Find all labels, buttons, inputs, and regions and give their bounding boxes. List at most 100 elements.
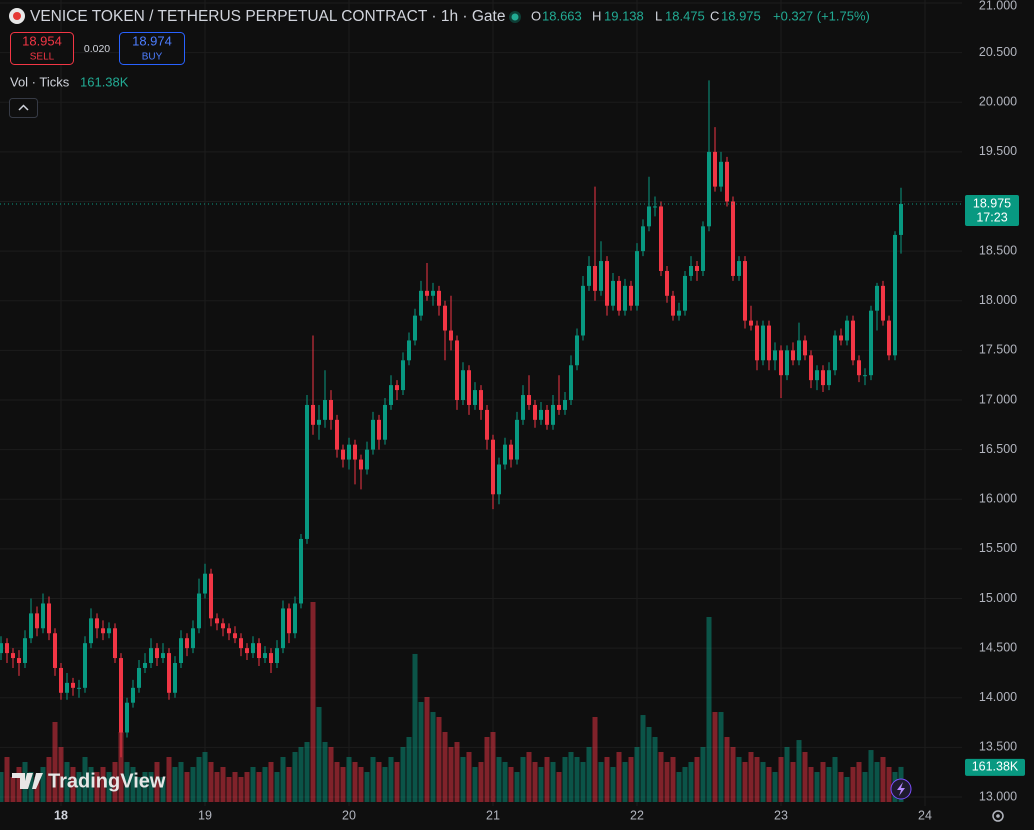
candle-body [731,201,735,276]
volume-bar [742,762,748,802]
candle-body [185,638,189,649]
watermark-logo [12,773,43,789]
sell-price: 18.954 [22,33,62,48]
candle-body [95,618,99,629]
candle-body [803,340,807,356]
ohlc-label: L [655,8,662,23]
volume-bar [790,762,796,802]
volume-bar [886,767,892,802]
y-tick-label: 14.500 [979,640,1017,654]
candle-body [695,266,699,271]
volume-bar [196,757,202,802]
buy-label: BUY [142,52,163,63]
candle-body [827,370,831,386]
volume-bar [388,757,394,802]
volume-bar [592,717,598,802]
candle-body [263,653,267,659]
candle-body [149,648,153,664]
candle-body [665,270,669,296]
volume-bar [808,767,814,802]
volume-bar [514,772,520,802]
candle-body [275,648,279,664]
candle-body [491,439,495,495]
volume-bar [268,762,274,802]
candle-body [437,290,441,306]
y-tick-label: 14.000 [979,690,1017,704]
volume-bar [142,772,148,802]
volume-bar [226,777,232,802]
volume-bar [292,752,298,802]
volume-bar [736,757,742,802]
volume-bar [598,762,604,802]
volume-bar [208,762,214,802]
volume-bar [760,762,766,802]
y-tick-label: 17.000 [979,392,1017,406]
candle-body [617,280,621,311]
volume-bar [334,762,340,802]
candle-body [281,608,285,649]
candle-body [143,663,147,668]
buy-price: 18.974 [132,33,172,48]
settings-icon [996,814,1000,818]
candle-body [233,633,237,639]
volume-bar [52,722,58,802]
volume-bar [802,752,808,802]
candle-body [623,285,627,311]
volume-bar [328,747,334,802]
candle-body [845,320,849,341]
volume-bar [502,762,508,802]
candle-body [341,449,345,460]
volume-bar [202,752,208,802]
candle-body [851,320,855,361]
candle-body [35,613,39,629]
settings-button[interactable] [992,810,1004,822]
candle-body [809,355,813,381]
candle-body [371,419,375,450]
candle-body [101,628,105,634]
candle-body [671,295,675,316]
candles [0,80,903,758]
candle-body [173,663,177,693]
collapse-button[interactable] [9,98,38,118]
buy-button[interactable] [119,32,185,65]
candle-body [647,206,651,227]
candle-body [335,419,339,450]
volume-bar [148,772,154,802]
candle-body [599,261,603,291]
y-tick-label: 18.500 [979,243,1017,257]
candle-body [713,151,717,187]
volume-bar [550,762,556,802]
symbol-icon-inner [13,12,21,20]
volume-bar [280,757,286,802]
volume-bar [460,757,466,802]
countdown: 17:23 [976,210,1007,224]
candle-body [473,390,477,405]
volume-bar [832,757,838,802]
candle-body [629,285,633,306]
candle-body [527,395,531,405]
volume-bar [40,767,46,802]
candle-body [89,618,93,644]
candle-body [209,573,213,619]
candle-body [833,335,837,371]
candle-body [485,409,489,440]
candle-body [353,444,357,460]
grid [0,0,962,806]
volume-bar [154,762,160,802]
volume-bar [676,772,682,802]
candle-body [455,340,459,400]
candle-body [71,682,75,688]
volume-bar [298,747,304,802]
volume-bar [10,777,16,802]
candle-body [779,350,783,376]
volume-bar [694,757,700,802]
y-tick-label: 16.500 [979,442,1017,456]
candle-body [41,603,45,629]
volume-bar [28,772,34,802]
volume-bar [244,772,250,802]
candle-body [863,375,867,377]
x-tick-label: 19 [198,808,212,822]
sell-button[interactable] [10,32,74,65]
candle-body [593,266,597,291]
